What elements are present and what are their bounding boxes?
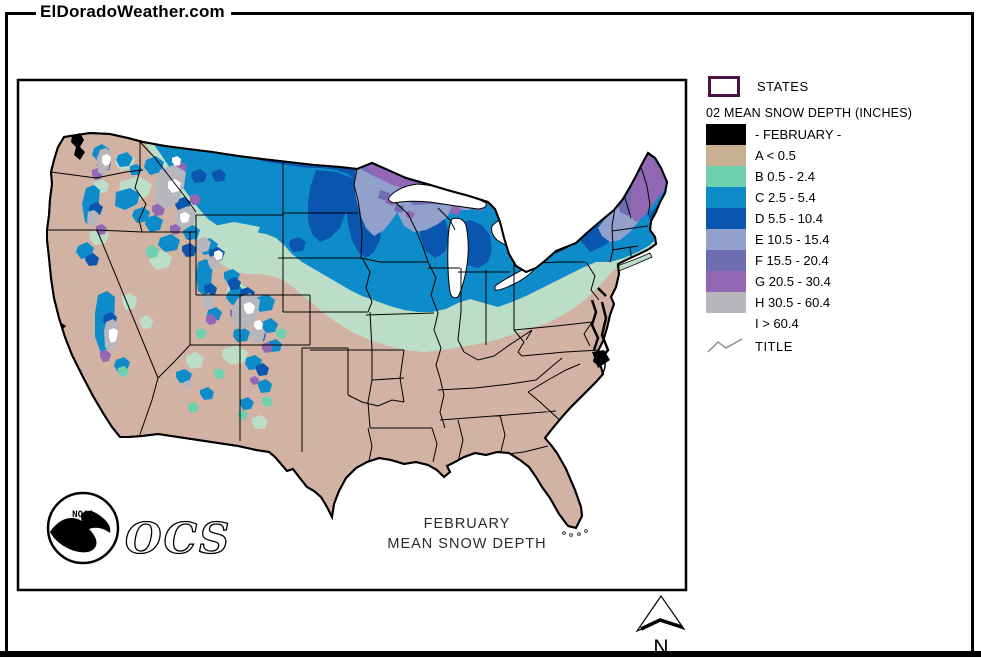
legend-item: A < 0.5 bbox=[706, 145, 974, 166]
legend-item: B 0.5 - 2.4 bbox=[706, 166, 974, 187]
west-h-speckles bbox=[87, 148, 265, 389]
legend-item: D 5.5 - 10.4 bbox=[706, 208, 974, 229]
north-arrow-label: N bbox=[653, 636, 668, 659]
legend-label: F 15.5 - 20.4 bbox=[755, 253, 829, 268]
page-border-bottom bbox=[0, 651, 981, 657]
noaa-logo: NOAA bbox=[46, 491, 120, 565]
states-box-icon bbox=[708, 75, 740, 97]
legend-item: F 15.5 - 20.4 bbox=[706, 250, 974, 271]
legend-title-label: TITLE bbox=[755, 338, 793, 354]
noaa-bird-icon bbox=[50, 510, 111, 553]
legend-swatch-d bbox=[706, 208, 746, 229]
map-caption-line2: MEAN SNOW DEPTH bbox=[387, 536, 546, 552]
florida-keys bbox=[562, 529, 588, 537]
legend: STATES 02 MEAN SNOW DEPTH (INCHES) - FEB… bbox=[706, 74, 974, 357]
page-border-top bbox=[5, 12, 972, 15]
legend-swatch-a bbox=[706, 145, 746, 166]
legend-label: E 10.5 - 15.4 bbox=[755, 232, 830, 247]
legend-swatch-g bbox=[706, 271, 746, 292]
puget-sound bbox=[71, 133, 85, 160]
legend-label: B 0.5 - 2.4 bbox=[755, 169, 815, 184]
site-title: ElDoradoWeather.com bbox=[36, 2, 231, 22]
legend-item: E 10.5 - 15.4 bbox=[706, 229, 974, 250]
legend-swatch-e bbox=[706, 229, 746, 250]
legend-swatch-f bbox=[706, 250, 746, 271]
state-borders bbox=[47, 141, 651, 467]
lake-michigan bbox=[447, 217, 469, 299]
legend-label: G 20.5 - 30.4 bbox=[755, 274, 831, 289]
legend-heading: 02 MEAN SNOW DEPTH (INCHES) bbox=[706, 106, 913, 120]
legend-item: C 2.5 - 5.4 bbox=[706, 187, 974, 208]
legend-states-row: STATES bbox=[706, 74, 974, 98]
ocs-label: OCS bbox=[125, 514, 231, 563]
west-mint-speckles bbox=[118, 245, 287, 420]
west-c-speckles bbox=[76, 144, 282, 410]
us-coast-outline bbox=[46, 131, 669, 530]
snow-region-g bbox=[368, 154, 666, 222]
legend-item: - FEBRUARY - bbox=[706, 124, 974, 145]
legend-item: H 30.5 - 60.4 bbox=[706, 292, 974, 313]
legend-item: I > 60.4 bbox=[706, 313, 974, 334]
legend-swatch-c bbox=[706, 187, 746, 208]
legend-label: H 30.5 - 60.4 bbox=[755, 295, 831, 310]
legend-swatch-i bbox=[706, 313, 746, 334]
legend-label: C 2.5 - 5.4 bbox=[755, 190, 816, 205]
legend-label: A < 0.5 bbox=[755, 148, 796, 163]
legend-title-row: TITLE bbox=[706, 335, 974, 357]
legend-swatch-february bbox=[706, 124, 746, 145]
sf-bay bbox=[60, 322, 66, 330]
legend-label: I > 60.4 bbox=[755, 316, 799, 331]
north-arrow: N bbox=[635, 594, 686, 659]
outer-banks bbox=[595, 351, 606, 379]
water-details bbox=[60, 133, 610, 537]
snow-region-e bbox=[354, 162, 644, 242]
legend-label: - FEBRUARY - bbox=[755, 127, 842, 142]
legend-item: G 20.5 - 30.4 bbox=[706, 271, 974, 292]
zigzag-line-icon bbox=[707, 338, 743, 353]
map-caption-line1: FEBRUARY bbox=[424, 516, 511, 532]
page-border-right bbox=[971, 12, 974, 655]
pamlico-sound bbox=[592, 350, 610, 368]
states-label: STATES bbox=[757, 78, 809, 94]
legend-label: D 5.5 - 10.4 bbox=[755, 211, 823, 226]
legend-swatch-b bbox=[706, 166, 746, 187]
page-border-left bbox=[5, 12, 8, 655]
legend-swatch-h bbox=[706, 292, 746, 313]
lake-superior bbox=[388, 183, 487, 210]
